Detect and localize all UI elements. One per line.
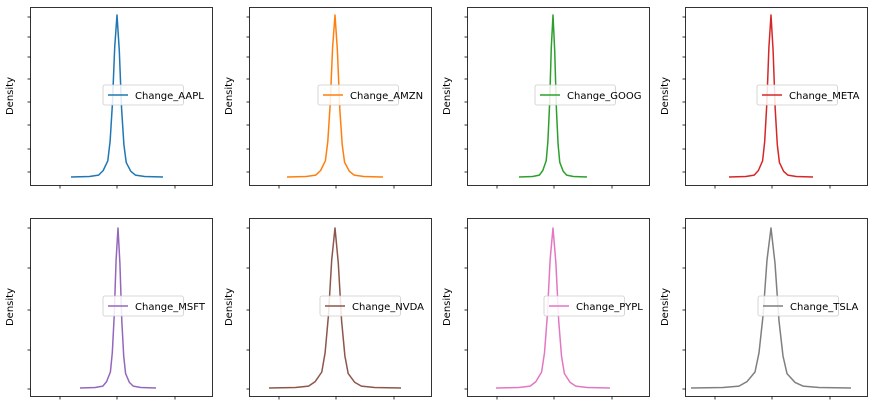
legend-box <box>319 295 401 317</box>
axes-frame <box>30 7 213 186</box>
y-axis-label: Density <box>442 288 453 326</box>
legend-box <box>102 84 184 106</box>
axes-frame <box>467 218 650 397</box>
axes-frame <box>685 218 868 397</box>
y-axis-label: Density <box>660 288 671 326</box>
subplot-change_msft: Density Change_MSFT <box>5 218 213 400</box>
legend-box <box>543 295 625 317</box>
subplot-change_amzn: Density Change_AMZN <box>224 7 432 189</box>
density-line-change_msft <box>79 227 157 389</box>
y-axis-label: Density <box>5 77 16 115</box>
legend-box <box>317 84 399 106</box>
legend-label: Change_AAPL <box>135 91 204 102</box>
density-line-change_tsla <box>690 227 852 389</box>
legend-box <box>534 84 616 106</box>
subplot-change_nvda: Density Change_NVDA <box>224 218 432 400</box>
axes-frame <box>249 7 432 186</box>
subplot-change_meta: Density Change_META <box>660 7 868 189</box>
density-line-change_aapl <box>70 14 164 178</box>
legend-label: Change_MSFT <box>135 302 206 313</box>
subplot-change_goog: Density Change_GOOG <box>442 7 650 189</box>
legend-label: Change_GOOG <box>567 91 642 102</box>
legend-label: Change_NVDA <box>352 302 424 313</box>
y-axis-label: Density <box>5 288 16 326</box>
axes-frame <box>30 218 213 397</box>
subplot-change_pypl: Density Change_PYPL <box>442 218 650 400</box>
legend-box <box>757 295 839 317</box>
legend-box <box>756 84 838 106</box>
axes-frame <box>249 218 432 397</box>
y-axis-label: Density <box>442 77 453 115</box>
density-line-change_amzn <box>286 14 384 178</box>
axes-frame <box>685 7 868 186</box>
y-axis-label: Density <box>224 77 235 115</box>
legend-label: Change_TSLA <box>790 302 859 313</box>
density-line-change_meta <box>728 14 814 178</box>
axes-frame <box>467 7 650 186</box>
legend-label: Change_AMZN <box>350 91 423 102</box>
y-axis-label: Density <box>660 77 671 115</box>
density-line-change_nvda <box>268 227 402 389</box>
y-axis-label: Density <box>224 288 235 326</box>
legend-box <box>102 295 184 317</box>
legend-label: Change_META <box>789 91 860 102</box>
subplot-change_tsla: Density Change_TSLA <box>660 218 868 400</box>
subplot-change_aapl: Density Change_AAPL <box>5 7 213 189</box>
legend-label: Change_PYPL <box>576 302 643 313</box>
density-line-change_goog <box>518 14 588 178</box>
density-line-change_pypl <box>495 227 611 389</box>
